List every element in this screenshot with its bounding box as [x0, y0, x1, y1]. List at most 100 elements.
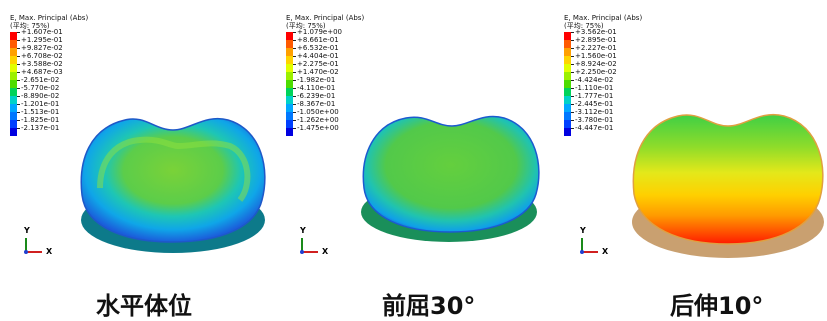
- panel-neutral: E, Max. Principal (Abs) (平均: 75%) +1.607…: [0, 0, 270, 320]
- legend-value: -4.110e-01: [297, 84, 336, 92]
- legend-value: +1.079e+00: [297, 28, 342, 36]
- legend-row: -1.475e+00: [286, 124, 364, 136]
- legend-swatch: [286, 72, 293, 80]
- legend-value: +8.924e-02: [575, 60, 617, 68]
- legend-row: -1.110e-01: [564, 84, 642, 96]
- fe-model-extension: [632, 113, 824, 258]
- axis-x-label: X: [322, 247, 329, 256]
- legend-value: +1.607e-01: [21, 28, 63, 36]
- legend-swatch: [564, 40, 571, 48]
- legend-title: E, Max. Principal (Abs): [10, 14, 89, 22]
- axis-x-label: X: [602, 247, 609, 256]
- legend-row: -2.137e-01: [10, 124, 88, 136]
- legend-row: -1.513e-01: [10, 108, 88, 120]
- legend-swatch: [286, 48, 293, 56]
- legend-value: -4.447e-01: [575, 124, 614, 132]
- legend-row: +3.588e-02: [10, 60, 88, 72]
- legend-row: +9.827e-02: [10, 44, 88, 56]
- legend-swatch: [10, 40, 17, 48]
- legend-swatch: [286, 88, 293, 96]
- legend-value: +6.708e-02: [21, 52, 63, 60]
- legend-value: +2.250e-02: [575, 68, 617, 76]
- legend-row: +1.560e-01: [564, 52, 642, 64]
- legend-value: -2.651e-02: [21, 76, 60, 84]
- legend-row: +1.079e+00: [286, 28, 364, 40]
- legend-title: E, Max. Principal (Abs): [286, 14, 365, 22]
- legend-row: +3.562e-01: [564, 28, 642, 40]
- disc-surface: [632, 113, 824, 245]
- axis-y-label: Y: [24, 226, 30, 235]
- panel-flexion: E, Max. Principal (Abs) (平均: 75%) +1.079…: [276, 0, 546, 320]
- legend-swatch: [10, 64, 17, 72]
- fe-model-flexion: [361, 115, 540, 242]
- axis-y-label: Y: [580, 226, 586, 235]
- legend-value: +2.895e-01: [575, 36, 617, 44]
- legend-row: -4.424e-02: [564, 76, 642, 88]
- legend-swatch: [286, 112, 293, 120]
- legend-swatch: [10, 88, 17, 96]
- legend-swatch: [286, 56, 293, 64]
- legend-title: E, Max. Principal (Abs): [564, 14, 643, 22]
- legend-row: -2.445e-01: [564, 100, 642, 112]
- legend-row: +4.687e-03: [10, 68, 88, 80]
- axis-triad-icon: [300, 238, 318, 254]
- disc-surface: [362, 115, 540, 233]
- legend-row: +8.924e-02: [564, 60, 642, 72]
- legend-value: -3.780e-01: [575, 116, 614, 124]
- legend-value: -1.475e+00: [297, 124, 339, 132]
- legend-rows: +1.079e+00 +8.661e-01 +6.532e-01 +4.404e…: [286, 28, 364, 136]
- coordinate-triad: Y X: [292, 226, 332, 258]
- legend-swatch: [564, 72, 571, 80]
- panel-extension: E, Max. Principal (Abs) (平均: 75%) +3.562…: [558, 0, 827, 320]
- legend-value: -1.262e+00: [297, 116, 339, 124]
- legend-swatch: [564, 80, 571, 88]
- legend-swatch: [10, 56, 17, 64]
- legend-swatch: [10, 128, 17, 136]
- legend-swatch: [286, 64, 293, 72]
- legend-value: -1.513e-01: [21, 108, 60, 116]
- legend-value: +6.532e-01: [297, 44, 339, 52]
- legend-value: -5.770e-02: [21, 84, 60, 92]
- legend-swatch: [564, 120, 571, 128]
- legend-value: -1.050e+00: [297, 108, 339, 116]
- legend-row: +1.295e-01: [10, 36, 88, 48]
- legend-value: -6.239e-01: [297, 92, 336, 100]
- legend-row: -1.262e+00: [286, 116, 364, 128]
- legend-value: -1.201e-01: [21, 100, 60, 108]
- legend-value: +8.661e-01: [297, 36, 339, 44]
- contour-legend: E, Max. Principal (Abs) (平均: 75%) +3.562…: [564, 14, 642, 136]
- legend-swatch: [564, 48, 571, 56]
- legend-value: +4.404e-01: [297, 52, 339, 60]
- legend-swatch: [564, 56, 571, 64]
- legend-row: +1.607e-01: [10, 28, 88, 40]
- caption-extension: 后伸10°: [670, 292, 764, 320]
- legend-swatch: [286, 104, 293, 112]
- legend-swatch: [286, 32, 293, 40]
- legend-value: +1.295e-01: [21, 36, 63, 44]
- legend-swatch: [10, 48, 17, 56]
- axis-triad-icon: [24, 238, 42, 254]
- legend-row: -4.447e-01: [564, 124, 642, 136]
- legend-swatch: [564, 64, 571, 72]
- legend-swatch: [286, 40, 293, 48]
- legend-value: -8.367e-01: [297, 100, 336, 108]
- legend-swatch: [286, 120, 293, 128]
- axis-y-label: Y: [300, 226, 306, 235]
- legend-swatch: [10, 32, 17, 40]
- legend-row: +1.470e-02: [286, 68, 364, 80]
- legend-value: +2.275e-01: [297, 60, 339, 68]
- legend-row: -8.890e-02: [10, 92, 88, 104]
- legend-rows: +3.562e-01 +2.895e-01 +2.227e-01 +1.560e…: [564, 28, 642, 136]
- legend-row: +2.895e-01: [564, 36, 642, 48]
- legend-subtitle: (平均: 75%): [286, 22, 326, 30]
- legend-row: -1.050e+00: [286, 108, 364, 120]
- legend-value: +1.470e-02: [297, 68, 339, 76]
- disc-surface: [80, 117, 266, 243]
- legend-value: +2.227e-01: [575, 44, 617, 52]
- legend-value: -2.137e-01: [21, 124, 60, 132]
- legend-subtitle: (平均: 75%): [564, 22, 604, 30]
- legend-swatch: [10, 120, 17, 128]
- legend-swatch: [286, 96, 293, 104]
- legend-row: -1.982e-01: [286, 76, 364, 88]
- legend-swatch: [564, 128, 571, 136]
